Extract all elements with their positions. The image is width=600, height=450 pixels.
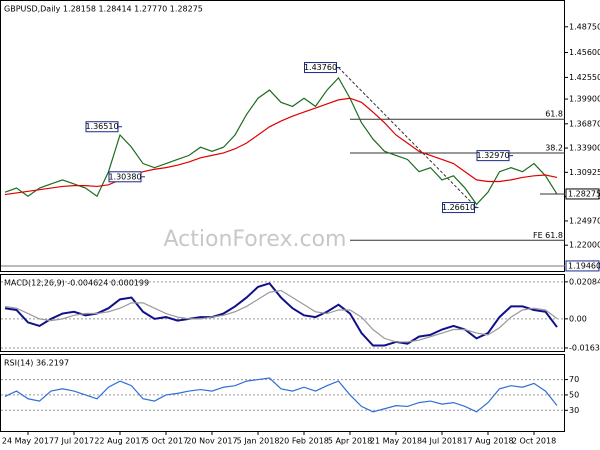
fib-label: 61.8 bbox=[545, 110, 563, 119]
chart-title: GBPUSD,Daily 1.28158 1.28414 1.27770 1.2… bbox=[4, 5, 203, 14]
y-tick-label: 1.22000 bbox=[569, 241, 600, 250]
y-tick-label: 1.39900 bbox=[569, 95, 600, 104]
x-tick-label: 2 Oct 2018 bbox=[512, 437, 556, 446]
x-tick-label: 7 Jul 2017 bbox=[54, 437, 94, 446]
annotation-label: 1.43760 bbox=[304, 63, 337, 72]
y-tick-label: 1.48750 bbox=[569, 22, 600, 31]
y-tick-label: 1.45600 bbox=[569, 48, 600, 57]
series-line bbox=[4, 289, 558, 343]
price-panel bbox=[0, 0, 565, 272]
y-tick-label: 1.36870 bbox=[569, 119, 600, 128]
y-tick-label: -0.016389 bbox=[569, 343, 600, 352]
price-label: 1.28275 bbox=[568, 189, 600, 198]
y-tick-label: 50 bbox=[569, 390, 579, 399]
y-tick-label: 1.42550 bbox=[569, 73, 600, 82]
price-box bbox=[565, 188, 600, 200]
trend-line bbox=[338, 67, 477, 208]
x-tick-label: 21 May 2018 bbox=[370, 437, 422, 446]
x-tick-label: 17 Aug 2018 bbox=[462, 437, 513, 446]
y-tick-label: 0.00 bbox=[569, 314, 587, 323]
x-tick-label: 4 Jul 2018 bbox=[422, 437, 462, 446]
macd-title: MACD(12,26,9) -0.004624 0.000199 bbox=[4, 279, 149, 288]
annotation-label: 1.26610 bbox=[442, 203, 475, 212]
y-tick-label: 70 bbox=[569, 375, 579, 384]
y-tick-label: 1.30925 bbox=[569, 168, 600, 177]
x-tick-label: 24 May 2017 bbox=[2, 437, 54, 446]
x-tick-label: 22 Aug 2017 bbox=[94, 437, 145, 446]
y-tick-label: 0.020848 bbox=[569, 277, 600, 286]
y-tick-label: 1.24970 bbox=[569, 216, 600, 225]
y-tick-label: 1.33900 bbox=[569, 144, 600, 153]
series-line bbox=[4, 76, 558, 206]
watermark: ActionForex.com bbox=[164, 227, 347, 252]
price-box bbox=[565, 260, 600, 272]
y-tick-label: 30 bbox=[569, 406, 579, 415]
x-tick-label: 5 Oct 2017 bbox=[144, 437, 188, 446]
rsi-title: RSI(14) 36.2197 bbox=[4, 359, 69, 368]
annotation-label: 1.36510 bbox=[85, 122, 118, 131]
rsi-panel bbox=[0, 354, 565, 432]
fib-label: FE 61.8 bbox=[533, 231, 563, 240]
x-tick-label: 20 Nov 2017 bbox=[186, 437, 237, 446]
annotation-label: 1.32970 bbox=[476, 151, 509, 160]
series-line bbox=[4, 377, 558, 413]
x-tick-label: 5 Jan 2018 bbox=[237, 437, 280, 446]
annotation-label: 1.30380 bbox=[108, 172, 141, 181]
price-label: 1.19460 bbox=[568, 261, 600, 270]
series-line bbox=[4, 97, 558, 196]
x-tick-label: 20 Feb 2018 bbox=[279, 437, 329, 446]
fib-label: 38.2 bbox=[545, 143, 563, 152]
x-tick-label: 5 Apr 2018 bbox=[328, 437, 372, 446]
